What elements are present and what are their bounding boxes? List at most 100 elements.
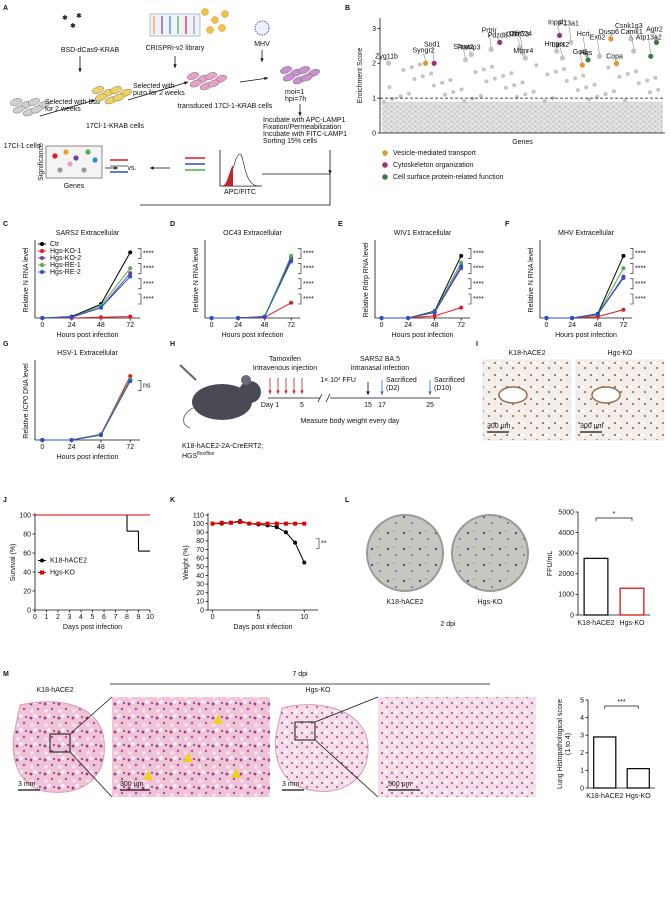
- point: [570, 316, 575, 320]
- significance-bracket: [630, 263, 634, 274]
- label: CRISPRi-v2 library: [146, 45, 205, 52]
- point: [40, 570, 44, 575]
- point: [289, 259, 294, 264]
- y-tick-label: 0: [200, 607, 204, 614]
- label: Measure body weight every day: [301, 418, 400, 425]
- significance-bracket: [138, 293, 142, 305]
- label: transduced 17Cl-1-KRAB cells: [178, 103, 273, 110]
- significance-bracket: [595, 517, 633, 521]
- volcano-box: [45, 145, 103, 179]
- point: [236, 316, 241, 320]
- label: (D2): [386, 385, 400, 392]
- point: [262, 314, 267, 319]
- zoom-line: [314, 739, 379, 798]
- significance-label: ns: [143, 382, 151, 389]
- significance-bracket: [468, 278, 472, 290]
- background-gene: [390, 96, 395, 101]
- significance-label: ****: [143, 296, 154, 303]
- label: 17Cl-1 cells: [4, 143, 41, 150]
- arrow-head: [284, 390, 288, 394]
- background-gene: [645, 78, 650, 83]
- y-tick-label: 0: [27, 607, 31, 614]
- significance-bracket: [468, 293, 472, 305]
- gene-point: [519, 50, 526, 56]
- y-tick-label: 0: [570, 612, 574, 619]
- y-tick-label: 3: [372, 26, 376, 33]
- background-gene: [542, 98, 547, 103]
- point: [621, 253, 626, 258]
- series-line: [42, 375, 131, 441]
- plaque-well: [451, 514, 529, 592]
- plaque-well: [366, 514, 444, 592]
- label: 3 mm: [18, 781, 36, 788]
- leader-line: [520, 36, 523, 51]
- leader-line: [488, 33, 492, 48]
- label: MHV: [254, 41, 270, 48]
- x-tick-label: 5: [256, 614, 260, 621]
- y-tick-label: 5000: [558, 509, 574, 516]
- star: ✱: [70, 22, 76, 30]
- label: 300 μm: [487, 423, 511, 430]
- point: [432, 310, 437, 315]
- label: vs.: [128, 165, 137, 172]
- background-gene: [440, 80, 445, 85]
- series-line: [546, 255, 624, 319]
- significance-bracket: [630, 293, 634, 305]
- x-axis-label: Hours post infection: [57, 454, 119, 461]
- x-tick-label: K18-hACE2: [578, 620, 615, 627]
- x-tick-label: 10: [300, 614, 308, 621]
- label: K18-hACE2-2A-CreERT2;: [182, 443, 263, 450]
- label: Hgs-KO: [608, 350, 633, 357]
- significance-label: ****: [303, 296, 314, 303]
- gene-point: [468, 51, 474, 58]
- background-gene: [418, 62, 423, 67]
- background-gene: [481, 67, 486, 72]
- point: [302, 560, 307, 565]
- x-tick-label: 0: [210, 322, 214, 329]
- x-tick-label: Hgs-KO: [626, 793, 651, 800]
- significance-label: ****: [303, 281, 314, 288]
- gene-point: [517, 45, 523, 51]
- arrowhead-marker: [143, 770, 153, 780]
- y-axis-label: Relative N RNA level: [528, 247, 535, 312]
- gene-label: Inppl1: [548, 19, 567, 26]
- background-gene: [512, 83, 517, 88]
- cell: [30, 105, 43, 114]
- point: [40, 263, 44, 267]
- arrow-head: [300, 390, 304, 394]
- gene-label: Copa: [606, 53, 623, 60]
- significance-bracket: [138, 278, 142, 290]
- zoom-frame: [294, 721, 316, 741]
- he-zoom: [112, 697, 270, 797]
- point: [459, 305, 464, 310]
- significance-label: *: [613, 511, 616, 518]
- label: K18-hACE2: [509, 350, 546, 357]
- gene-label: Sod1: [424, 41, 440, 48]
- label: Incubate with FITC-LAMP1: [263, 131, 347, 138]
- y-tick-label: 1000: [558, 592, 574, 599]
- gene-label: Hgs: [580, 50, 593, 57]
- background-gene: [448, 78, 453, 83]
- gene-point: [462, 57, 469, 63]
- gene-point: [423, 60, 429, 66]
- arrow: [239, 77, 269, 83]
- y-tick-label: 40: [196, 573, 204, 580]
- legend-label: Ctr: [50, 241, 60, 248]
- zoom-line: [314, 696, 379, 723]
- point: [595, 312, 600, 317]
- y-tick-label: 4: [580, 715, 584, 722]
- background-gene: [470, 96, 475, 101]
- y-tick-label: 80: [196, 538, 204, 545]
- he-zoom: [378, 697, 536, 797]
- background-gene: [382, 99, 386, 104]
- x-tick-label: 9: [137, 614, 141, 621]
- gene-point: [648, 53, 654, 59]
- panel-label: C: [3, 221, 8, 228]
- series-line: [546, 277, 624, 319]
- panel-label: F: [505, 221, 510, 228]
- background-gene: [401, 67, 406, 72]
- legend-label: K18-hACE2: [50, 558, 87, 565]
- background-gene: [553, 69, 558, 74]
- leader-line: [423, 53, 426, 62]
- leader-line: [597, 40, 600, 55]
